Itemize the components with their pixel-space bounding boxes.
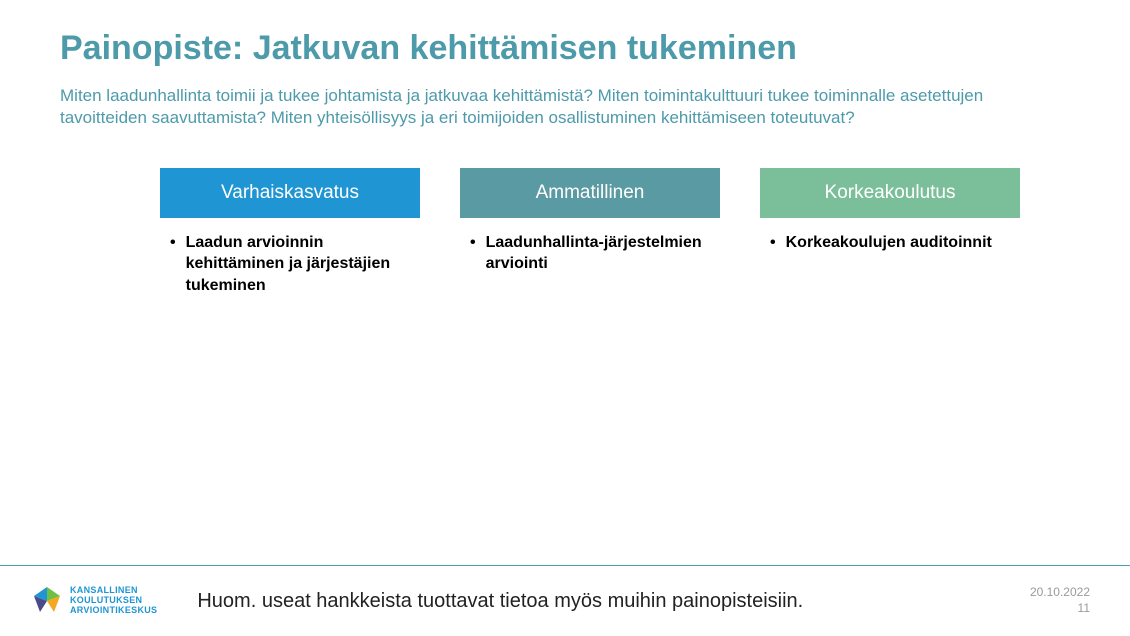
column-header: Ammatillinen [460, 168, 720, 218]
footer-meta: 20.10.2022 11 [1030, 585, 1090, 616]
bullet-item: • Laadun arvioinnin kehittäminen ja järj… [160, 232, 420, 297]
slide-subtitle: Miten laadunhallinta toimii ja tukee joh… [60, 85, 1060, 128]
column-body: • Laadun arvioinnin kehittäminen ja järj… [160, 232, 420, 297]
logo-icon [30, 584, 64, 618]
bullet-dot-icon: • [470, 232, 476, 254]
column-korkeakoulutus: Korkeakoulutus • Korkeakoulujen auditoin… [760, 168, 1020, 297]
column-header: Korkeakoulutus [760, 168, 1020, 218]
columns: Varhaiskasvatus • Laadun arvioinnin kehi… [160, 168, 1070, 297]
bullet-dot-icon: • [170, 232, 176, 254]
footer: KANSALLINEN KOULUTUKSEN ARVIOINTIKESKUS … [0, 566, 1130, 636]
bullet-item: • Korkeakoulujen auditoinnit [760, 232, 1020, 254]
column-body: • Korkeakoulujen auditoinnit [760, 232, 1020, 254]
slide: Painopiste: Jatkuvan kehittämisen tukemi… [0, 0, 1130, 636]
footer-page-number: 11 [1030, 601, 1090, 617]
slide-title: Painopiste: Jatkuvan kehittämisen tukemi… [60, 30, 1070, 67]
logo-line-3: ARVIOINTIKESKUS [70, 606, 157, 616]
bullet-text: Korkeakoulujen auditoinnit [786, 232, 992, 254]
bullet-dot-icon: • [770, 232, 776, 254]
column-varhaiskasvatus: Varhaiskasvatus • Laadun arvioinnin kehi… [160, 168, 420, 297]
footer-date: 20.10.2022 [1030, 585, 1090, 601]
column-ammatillinen: Ammatillinen • Laadunhallinta-järjestelm… [460, 168, 720, 297]
logo-text: KANSALLINEN KOULUTUKSEN ARVIOINTIKESKUS [70, 586, 157, 616]
bullet-text: Laadunhallinta-järjestelmien arviointi [486, 232, 720, 275]
footer-note: Huom. useat hankkeista tuottavat tietoa … [197, 590, 1030, 613]
column-body: • Laadunhallinta-järjestelmien arviointi [460, 232, 720, 275]
column-header: Varhaiskasvatus [160, 168, 420, 218]
bullet-text: Laadun arvioinnin kehittäminen ja järjes… [186, 232, 420, 297]
logo: KANSALLINEN KOULUTUKSEN ARVIOINTIKESKUS [30, 584, 157, 618]
bullet-item: • Laadunhallinta-järjestelmien arviointi [460, 232, 720, 275]
